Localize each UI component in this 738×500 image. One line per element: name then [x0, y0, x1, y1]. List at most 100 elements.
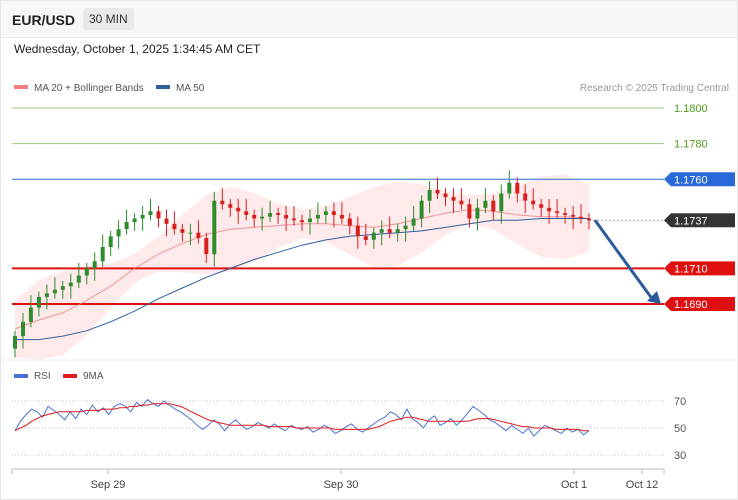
- credit-label: Research © 2025 Trading Central: [580, 83, 729, 94]
- candle-body: [76, 275, 81, 283]
- x-axis-label: Sep 29: [91, 479, 126, 491]
- candle-body: [108, 236, 113, 247]
- level-label-1.1690: 1.1690: [674, 299, 708, 311]
- candle-body: [28, 307, 33, 322]
- candle-body: [308, 218, 312, 223]
- level-tag-1.1737: [664, 213, 735, 228]
- legend-label-ma50: MA 50: [176, 83, 205, 94]
- x-axis-label: Oct 12: [626, 479, 658, 491]
- symbol-label: EUR/USD: [12, 12, 76, 28]
- candle-body: [507, 182, 512, 194]
- candle-body: [220, 200, 225, 205]
- datetime-label: Wednesday, October 1, 2025 1:34:45 AM CE…: [14, 42, 261, 56]
- candle-body: [555, 211, 560, 214]
- candle-body: [68, 282, 73, 287]
- candle-body: [371, 232, 376, 240]
- rsi-line-9ma: [14, 403, 589, 432]
- x-axis-label: Sep 30: [324, 479, 359, 491]
- chart-header: EUR/USD 30 MIN: [1, 1, 737, 38]
- candle-body: [547, 207, 552, 212]
- candle-body: [539, 204, 544, 208]
- candle-body: [148, 211, 153, 215]
- candle-body: [339, 214, 344, 219]
- candle-body: [411, 218, 416, 226]
- legend-swatch-ma50: [156, 85, 170, 89]
- candle-body: [331, 211, 336, 215]
- candle-body: [387, 229, 392, 233]
- timeframe-badge[interactable]: 30 MIN: [83, 8, 134, 30]
- rsi-tick-50: 50: [674, 423, 686, 435]
- legend-label-9ma: 9MA: [83, 371, 104, 382]
- forecast-arrow: [593, 219, 655, 301]
- level-tag-1.1760: [664, 172, 735, 187]
- level-label-1.1737: 1.1737: [674, 215, 708, 227]
- candle-body: [499, 193, 504, 212]
- level-tag-1.1710: [664, 261, 735, 276]
- candle-body: [300, 220, 304, 223]
- candle-body: [483, 200, 488, 208]
- candle-body: [84, 268, 89, 276]
- candle-body: [379, 229, 384, 233]
- candle-body: [156, 211, 161, 219]
- candle-body: [244, 211, 249, 215]
- legend-label-rsi: RSI: [34, 371, 51, 382]
- candle-body: [347, 218, 352, 226]
- candle-body: [212, 200, 217, 255]
- x-axis-label: Oct 1: [561, 479, 587, 491]
- candle-body: [100, 247, 105, 262]
- level-label-1.1800: 1.1800: [674, 103, 708, 115]
- candle-body: [467, 204, 472, 219]
- candle-body: [443, 193, 448, 198]
- candle-body: [563, 213, 568, 215]
- rsi-tick-70: 70: [674, 396, 686, 408]
- candle-body: [515, 182, 520, 194]
- candle-body: [276, 213, 281, 215]
- bollinger-band: [15, 174, 589, 360]
- candle-body: [188, 232, 193, 234]
- candle-body: [21, 321, 25, 337]
- candle-body: [260, 216, 265, 219]
- candle-body: [140, 214, 145, 219]
- candle-body: [252, 214, 257, 219]
- candle-body: [60, 286, 65, 290]
- candle-body: [419, 200, 424, 219]
- candle-body: [236, 207, 241, 212]
- candle-body: [435, 190, 440, 194]
- legend-swatch-rsi: [14, 374, 28, 378]
- candle-body: [132, 218, 137, 223]
- candle-body: [180, 229, 185, 233]
- candle-body: [587, 218, 591, 221]
- candle-body: [268, 213, 273, 217]
- candle-body: [284, 214, 289, 219]
- legend-label-ma20: MA 20 + Bollinger Bands: [34, 83, 144, 94]
- candle-body: [92, 261, 97, 269]
- candle-body: [124, 222, 129, 230]
- candle-body: [571, 214, 576, 217]
- rsi-tick-30: 30: [674, 450, 686, 462]
- candle-body: [403, 225, 408, 230]
- level-tag-1.1690: [664, 297, 735, 311]
- candle-body: [52, 289, 57, 294]
- candle-body: [491, 200, 496, 212]
- candle-body: [315, 214, 320, 219]
- candle-body: [579, 216, 583, 219]
- candle-body: [116, 229, 121, 237]
- candle-body: [355, 225, 360, 237]
- candle-body: [36, 296, 41, 308]
- candle-body: [204, 238, 209, 255]
- candle-body: [13, 336, 17, 349]
- candle-body: [459, 200, 464, 205]
- candle-body: [475, 207, 480, 219]
- price-chart: MA 20 + Bollinger Bands MA 50 Research ©…: [1, 83, 737, 491]
- candle-body: [427, 190, 432, 201]
- candle-body: [172, 223, 177, 230]
- candle-body: [395, 229, 400, 233]
- candle-body: [323, 211, 328, 215]
- candle-body: [523, 193, 528, 201]
- legend-swatch-ma20: [14, 85, 28, 89]
- level-label-1.1710: 1.1710: [674, 263, 708, 275]
- candle-body: [44, 293, 49, 297]
- candle-body: [292, 218, 296, 221]
- candle-body: [228, 204, 233, 208]
